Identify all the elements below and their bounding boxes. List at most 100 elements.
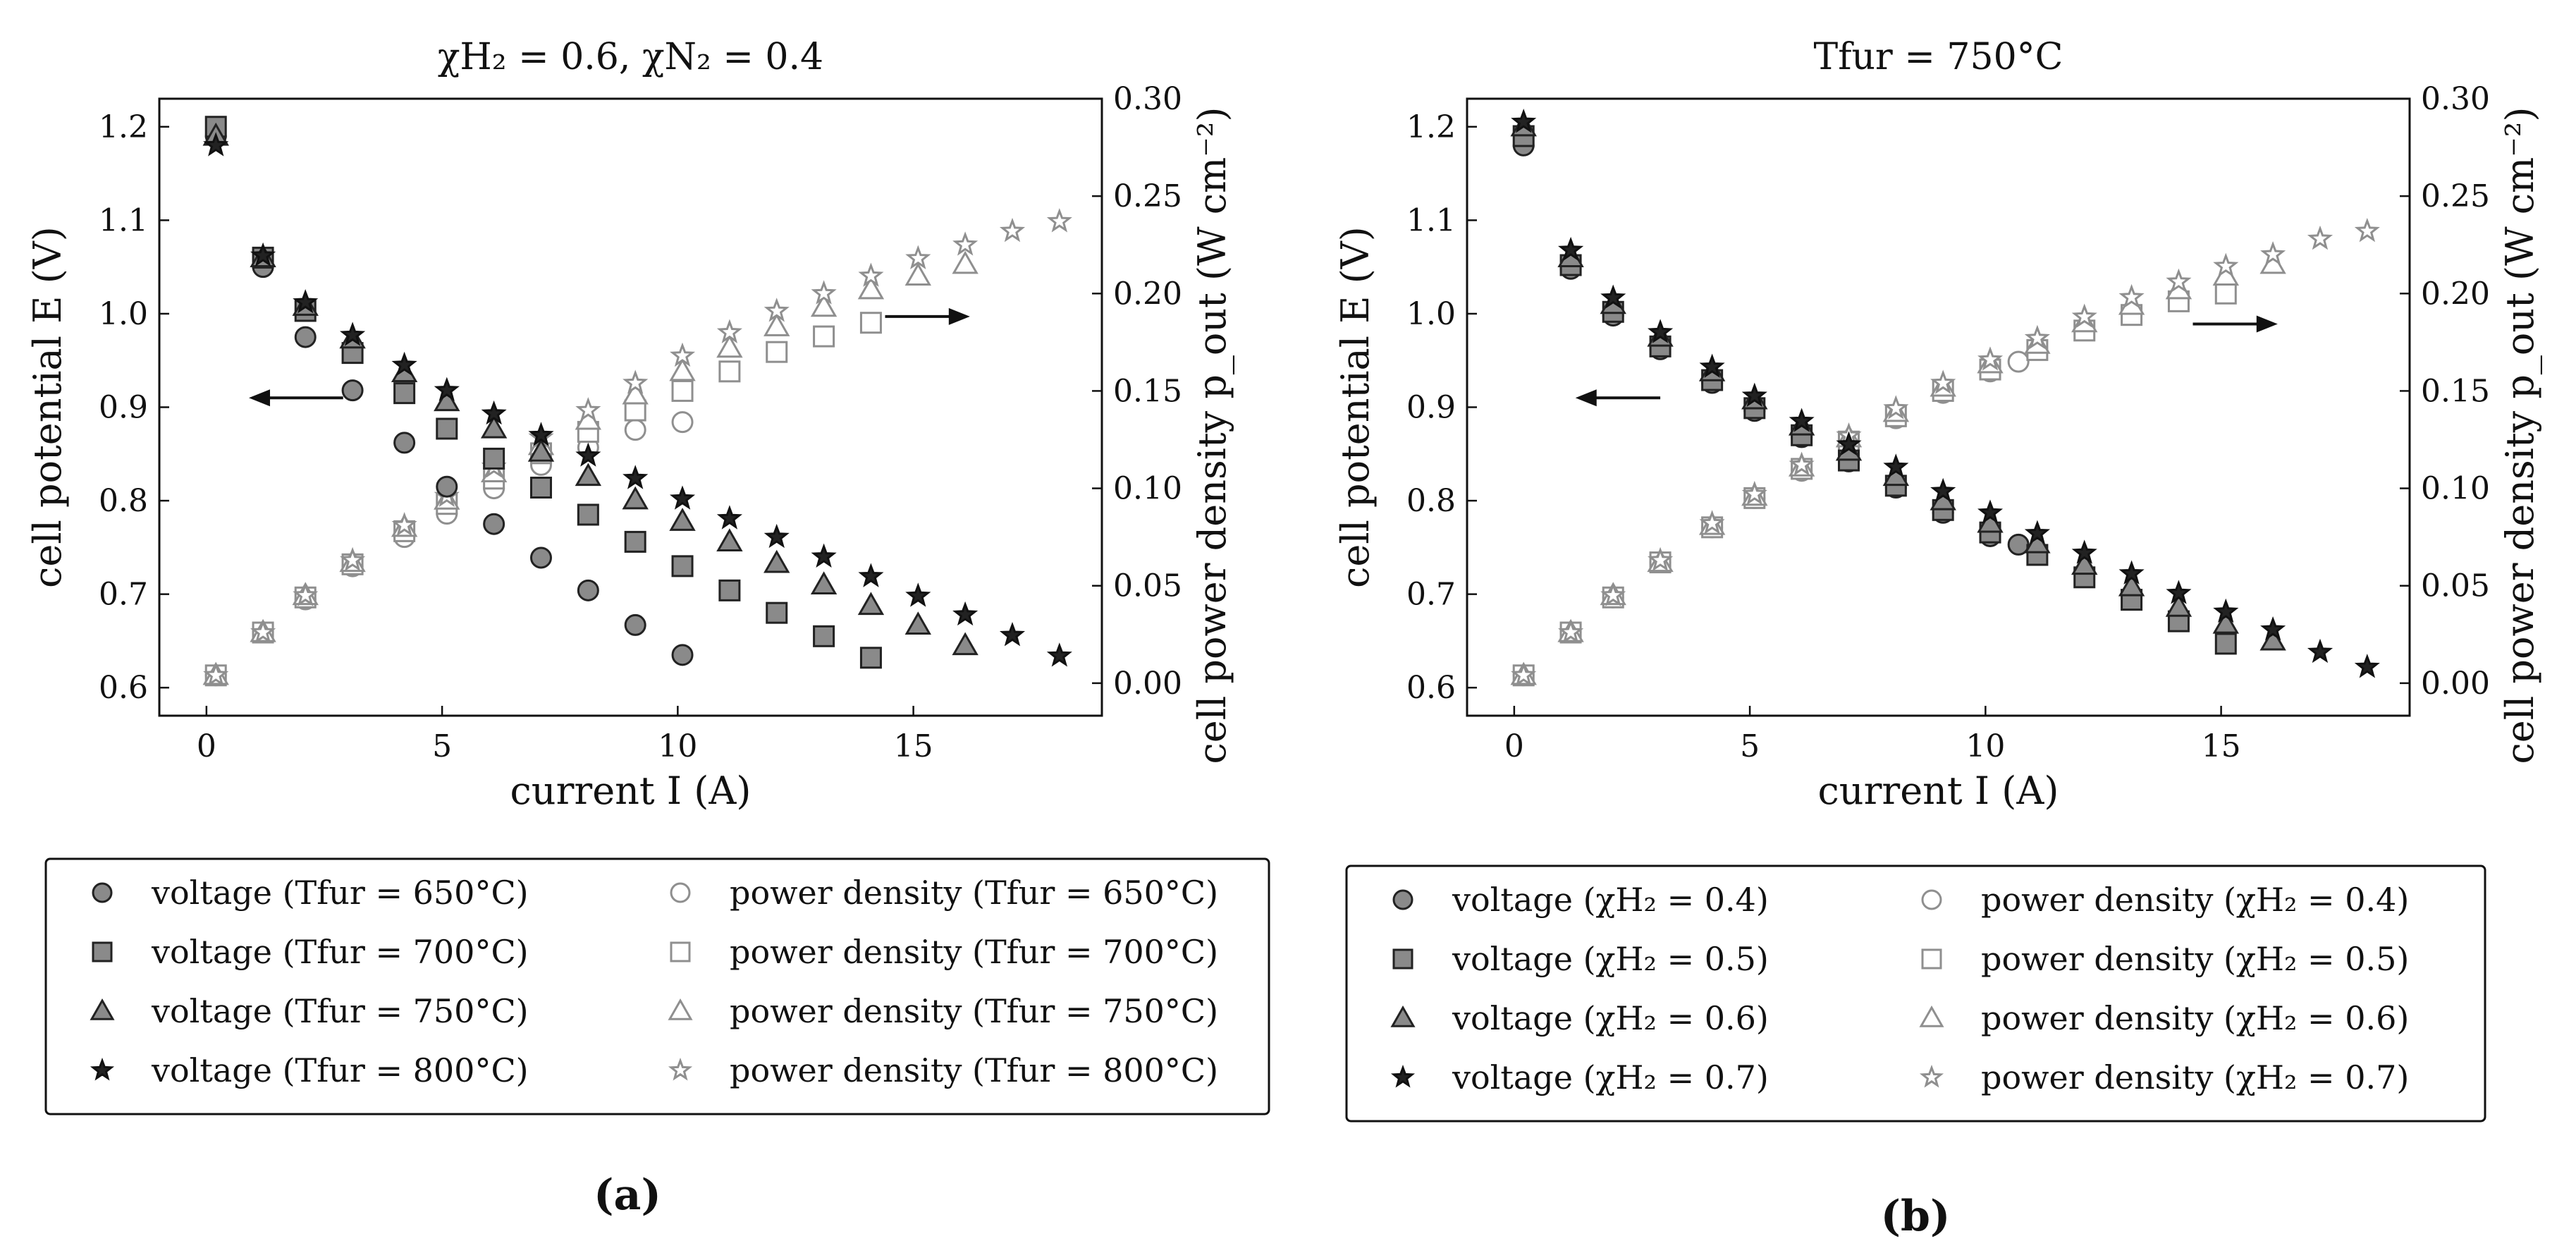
data-point: [529, 477, 552, 499]
x-tick-label: 5: [1740, 728, 1760, 764]
data-point: [250, 619, 276, 644]
series-voltage-h-0-4: [1512, 134, 2030, 556]
data-point: [1789, 408, 1815, 432]
y-right-tick-label: 0.05: [1113, 568, 1182, 604]
data-point: [622, 369, 649, 394]
data-point: [2307, 638, 2333, 664]
y-right-tick-label: 0.20: [1113, 276, 1182, 312]
data-point: [718, 360, 741, 383]
legend-label: voltage (Tfur = 650°C): [151, 874, 529, 912]
data-point: [2007, 350, 2030, 373]
y-left-tick-label: 0.7: [99, 577, 148, 613]
data-point: [716, 319, 742, 343]
data-point: [810, 293, 838, 317]
data-point: [904, 611, 931, 635]
x-tick-label: 10: [1965, 728, 2005, 764]
data-point: [2213, 252, 2239, 277]
data-point: [670, 485, 696, 510]
data-point: [436, 475, 458, 498]
legend-label: power density (Tfur = 800°C): [730, 1051, 1218, 1089]
y-right-tick-label: 0.10: [2421, 471, 2490, 507]
data-point: [1930, 477, 1956, 503]
data-point: [434, 377, 460, 401]
data-point: [671, 644, 694, 666]
x-axis-label: current I (A): [510, 769, 752, 813]
data-point: [2024, 324, 2050, 350]
y-left-tick-label: 1.1: [1406, 202, 1456, 238]
data-point: [341, 379, 364, 402]
data-point: [391, 512, 417, 537]
y-right-tick-label: 0.30: [2421, 81, 2490, 117]
data-point: [905, 245, 931, 269]
data-point: [293, 289, 319, 314]
data-point: [1930, 369, 1956, 394]
data-point: [250, 242, 276, 267]
data-point: [669, 357, 696, 381]
data-point: [763, 523, 790, 549]
legend-marker: [1919, 1065, 1944, 1088]
data-point: [203, 132, 229, 157]
annotation-arrows: [249, 307, 970, 407]
arrow-right-head: [2256, 315, 2278, 333]
data-point: [480, 415, 508, 439]
data-point: [999, 621, 1026, 647]
y-left-axis-label: cell potential E (V): [25, 226, 70, 588]
series-voltage-tfur-800-c: [203, 132, 1072, 667]
data-point: [763, 313, 790, 336]
y-right-tick-label: 0.25: [2421, 178, 2490, 214]
y-left-tick-label: 0.6: [99, 670, 148, 706]
legend-label: power density (χH₂ = 0.5): [1981, 940, 2409, 978]
data-point: [952, 231, 979, 256]
legend-marker: [1921, 948, 1942, 970]
data-point: [622, 465, 649, 489]
data-point: [2354, 217, 2380, 243]
y-left-tick-label: 1.2: [99, 109, 148, 145]
data-point: [1789, 451, 1815, 476]
series-power-density-tfur-700-c: [204, 312, 882, 687]
legend-marker: [1392, 889, 1413, 910]
legend-marker: [670, 941, 691, 962]
series-power-density-h-0-5: [1512, 282, 2237, 687]
legend-label: power density (Tfur = 650°C): [730, 874, 1218, 912]
legend-marker: [668, 998, 693, 1020]
data-point: [813, 625, 835, 647]
data-point: [1699, 510, 1725, 534]
legend-label: voltage (Tfur = 700°C): [151, 933, 529, 971]
data-point: [952, 632, 979, 656]
data-point: [624, 613, 646, 636]
series-power-density-tfur-800-c: [203, 208, 1072, 687]
legend-label: voltage (Tfur = 750°C): [151, 992, 529, 1030]
data-point: [483, 513, 505, 535]
data-point: [857, 592, 885, 616]
legend-label: voltage (χH₂ = 0.7): [1452, 1058, 1769, 1096]
legend-label: voltage (Tfur = 800°C): [151, 1051, 529, 1089]
y-left-tick-label: 0.8: [99, 483, 148, 519]
data-point: [529, 546, 552, 569]
data-point: [1046, 642, 1072, 667]
data-point: [1558, 619, 1584, 644]
data-point: [766, 341, 788, 363]
data-point: [858, 262, 884, 287]
data-point: [763, 549, 790, 573]
data-point: [575, 397, 601, 422]
data-point: [1699, 353, 1725, 378]
legend-marker: [1390, 1006, 1416, 1027]
data-point: [1558, 236, 1584, 262]
data-point: [2214, 282, 2237, 305]
legend: voltage (χH₂ = 0.4) voltage (χH₂ = 0.5) vo…: [1345, 864, 2486, 1123]
data-point: [811, 543, 837, 568]
legend-label: power density (χH₂ = 0.6): [1981, 999, 2409, 1037]
chart-title: Tfur = 750°C: [1814, 36, 2063, 78]
data-point: [1648, 319, 1674, 343]
data-point: [1600, 284, 1626, 309]
data-point: [1836, 431, 1862, 456]
data-point: [857, 276, 885, 300]
data-point: [811, 280, 837, 305]
data-point: [622, 486, 649, 510]
legend-marker: [1921, 889, 1942, 910]
y-right-tick-label: 0.10: [1113, 471, 1182, 507]
data-point: [859, 647, 882, 669]
data-point: [436, 417, 458, 440]
data-point: [859, 312, 882, 334]
data-point: [393, 432, 416, 454]
